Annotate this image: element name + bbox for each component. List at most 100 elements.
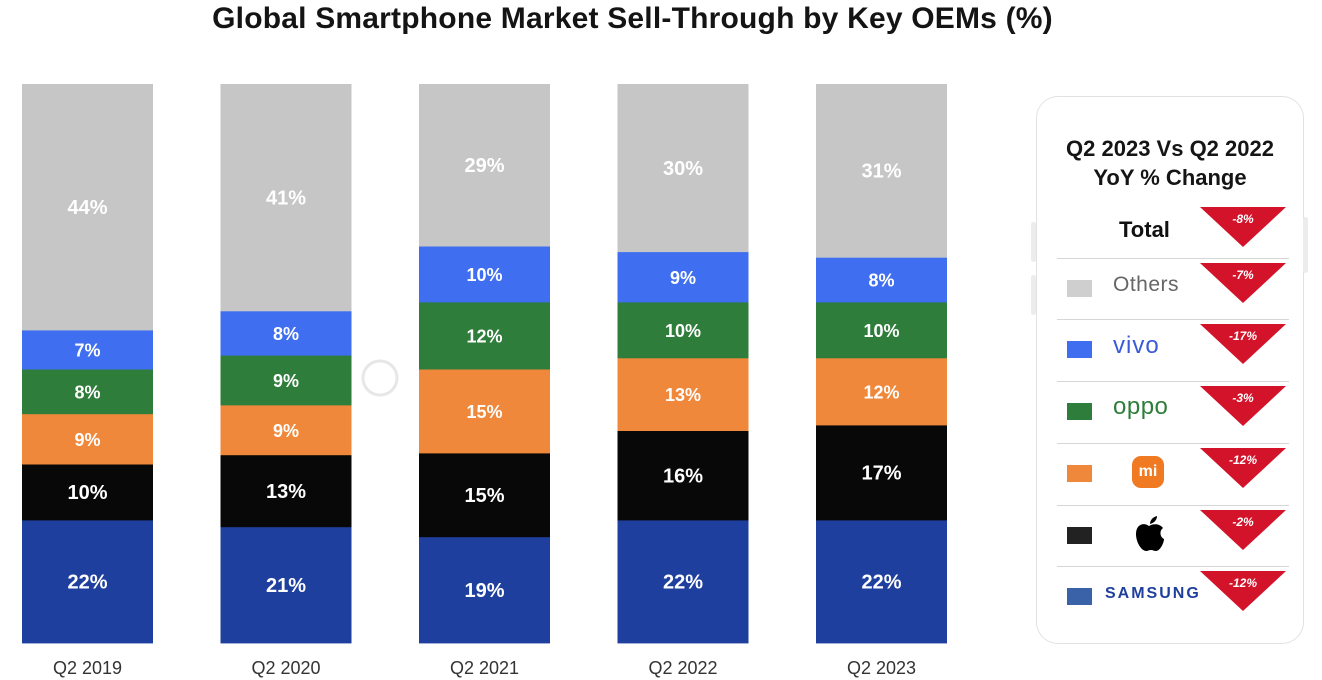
bar-segment-oppo-1 bbox=[22, 369, 153, 415]
legend-swatch-xiaomi bbox=[1067, 465, 1092, 482]
bar-segment-xiaomi-2 bbox=[220, 405, 352, 456]
data-label-others-5: 31% bbox=[861, 161, 901, 183]
legend-brand-others: Others bbox=[1113, 273, 1180, 296]
panel-side-tab bbox=[1031, 222, 1036, 262]
x-tick-label-3: Q2 2021 bbox=[450, 658, 519, 678]
data-label-apple-1: 10% bbox=[67, 482, 107, 504]
bar-segment-vivo-2 bbox=[220, 310, 352, 356]
bar-segment-xiaomi-1 bbox=[22, 413, 153, 465]
legend-swatch-oppo bbox=[1067, 403, 1092, 420]
data-label-vivo-4: 9% bbox=[670, 268, 696, 288]
bar-segment-others-5 bbox=[816, 84, 947, 258]
data-label-samsung-4: 22% bbox=[663, 572, 703, 594]
data-label-xiaomi-4: 13% bbox=[665, 385, 701, 405]
bar-segment-vivo-1 bbox=[22, 330, 153, 370]
legend-row-total: Total -8% bbox=[1057, 203, 1287, 259]
legend-swatch-others bbox=[1067, 280, 1092, 297]
legend-row-apple: -2% bbox=[1057, 506, 1287, 562]
data-label-xiaomi-3: 15% bbox=[466, 402, 502, 422]
bar-segment-apple-5 bbox=[816, 425, 947, 521]
x-tick-label-5: Q2 2023 bbox=[847, 658, 916, 678]
panel-title-line1: Q2 2023 Vs Q2 2022 bbox=[1066, 136, 1274, 161]
legend-divider bbox=[1057, 319, 1289, 320]
data-label-apple-2: 13% bbox=[266, 481, 306, 503]
data-label-xiaomi-2: 9% bbox=[273, 421, 299, 441]
bar-segment-xiaomi-3 bbox=[419, 369, 550, 454]
data-label-oppo-1: 8% bbox=[74, 383, 100, 403]
data-label-vivo-1: 7% bbox=[74, 341, 100, 361]
change-value-vivo: -17% bbox=[1228, 329, 1257, 343]
watermark-logo bbox=[361, 359, 399, 397]
legend-swatch-apple bbox=[1067, 527, 1092, 544]
panel-side-tab bbox=[1303, 217, 1308, 273]
bar-segment-samsung-2 bbox=[220, 526, 352, 644]
bar-segment-others-1 bbox=[22, 84, 153, 331]
legend-divider bbox=[1057, 443, 1289, 444]
bar-segment-apple-4 bbox=[617, 430, 749, 521]
bar-segment-others-2 bbox=[220, 84, 352, 312]
bar-segment-others-3 bbox=[419, 84, 550, 247]
data-label-apple-4: 16% bbox=[663, 465, 703, 487]
change-value-xiaomi: -12% bbox=[1228, 453, 1257, 467]
data-label-oppo-3: 12% bbox=[466, 327, 502, 347]
data-label-xiaomi-5: 12% bbox=[863, 383, 899, 403]
bar-segment-samsung-4 bbox=[617, 520, 749, 644]
data-label-others-4: 30% bbox=[663, 158, 703, 180]
change-down-arrow-icon-apple: -2% bbox=[1200, 510, 1286, 550]
data-label-samsung-1: 22% bbox=[67, 572, 107, 594]
legend-divider bbox=[1057, 566, 1289, 567]
legend-row-xiaomi: mi -12% bbox=[1057, 444, 1287, 500]
data-label-others-1: 44% bbox=[67, 197, 107, 219]
change-down-arrow-icon-others: -7% bbox=[1200, 263, 1286, 303]
legend-divider bbox=[1057, 381, 1289, 382]
legend-brand-samsung: SAMSUNG bbox=[1105, 585, 1201, 602]
data-label-oppo-5: 10% bbox=[863, 321, 899, 341]
data-label-xiaomi-1: 9% bbox=[74, 430, 100, 450]
data-label-apple-3: 15% bbox=[464, 485, 504, 507]
bar-segment-oppo-4 bbox=[617, 302, 749, 359]
x-tick-label-2: Q2 2020 bbox=[251, 658, 320, 678]
bar-segment-oppo-3 bbox=[419, 302, 550, 370]
legend-row-others: Others -7% bbox=[1057, 259, 1287, 315]
chart-title: Global Smartphone Market Sell-Through by… bbox=[212, 2, 1053, 35]
change-value-samsung: -12% bbox=[1228, 576, 1257, 590]
change-down-arrow-icon-samsung: -12% bbox=[1200, 571, 1286, 611]
change-down-arrow-icon-oppo: -3% bbox=[1200, 386, 1286, 426]
total-change-value: -8% bbox=[1232, 212, 1254, 226]
bar-segment-apple-2 bbox=[220, 454, 352, 528]
bar-segment-samsung-5 bbox=[816, 520, 947, 644]
yoy-change-panel: Q2 2023 Vs Q2 2022 YoY % Change Total -8… bbox=[1031, 96, 1308, 644]
x-tick-label-1: Q2 2019 bbox=[53, 658, 122, 678]
change-down-arrow-icon-xiaomi: -12% bbox=[1200, 448, 1286, 488]
bar-segment-apple-3 bbox=[419, 452, 550, 538]
bar-segment-apple-1 bbox=[22, 464, 153, 521]
change-down-arrow-icon-vivo: -17% bbox=[1200, 324, 1286, 364]
bar-segment-samsung-1 bbox=[22, 520, 153, 644]
data-label-apple-5: 17% bbox=[861, 463, 901, 485]
data-label-oppo-4: 10% bbox=[665, 321, 701, 341]
bar-segment-oppo-5 bbox=[816, 302, 947, 359]
bar-segment-oppo-2 bbox=[220, 355, 352, 406]
apple-logo-icon bbox=[1133, 514, 1165, 554]
stacked-bar-chart: 22% 10% 9% 8% 7% 44% Q2 2019 21% 13% 9% 9% 8% 41% Q2 … bbox=[22, 84, 947, 678]
data-label-oppo-2: 9% bbox=[273, 371, 299, 391]
x-tick-label-4: Q2 2022 bbox=[648, 658, 717, 678]
change-value-apple: -2% bbox=[1232, 515, 1254, 529]
total-change-down-arrow-icon: -8% bbox=[1200, 207, 1286, 247]
legend-brand-oppo: oppo bbox=[1113, 393, 1169, 420]
data-label-vivo-5: 8% bbox=[868, 271, 894, 291]
data-label-vivo-2: 8% bbox=[273, 324, 299, 344]
total-label: Total bbox=[1119, 217, 1170, 242]
data-label-others-3: 29% bbox=[464, 155, 504, 177]
bar-segment-xiaomi-4 bbox=[617, 357, 749, 431]
data-label-vivo-3: 10% bbox=[466, 265, 502, 285]
data-label-samsung-3: 19% bbox=[464, 580, 504, 602]
legend-divider bbox=[1057, 505, 1289, 506]
legend-brand-vivo: vivo bbox=[1113, 332, 1160, 359]
legend-divider bbox=[1057, 258, 1289, 259]
bar-segment-others-4 bbox=[617, 84, 749, 253]
data-label-others-2: 41% bbox=[266, 188, 306, 210]
bar-segment-vivo-3 bbox=[419, 246, 550, 303]
legend-swatch-vivo bbox=[1067, 341, 1092, 358]
legend-row-vivo: vivo -17% bbox=[1057, 320, 1287, 376]
